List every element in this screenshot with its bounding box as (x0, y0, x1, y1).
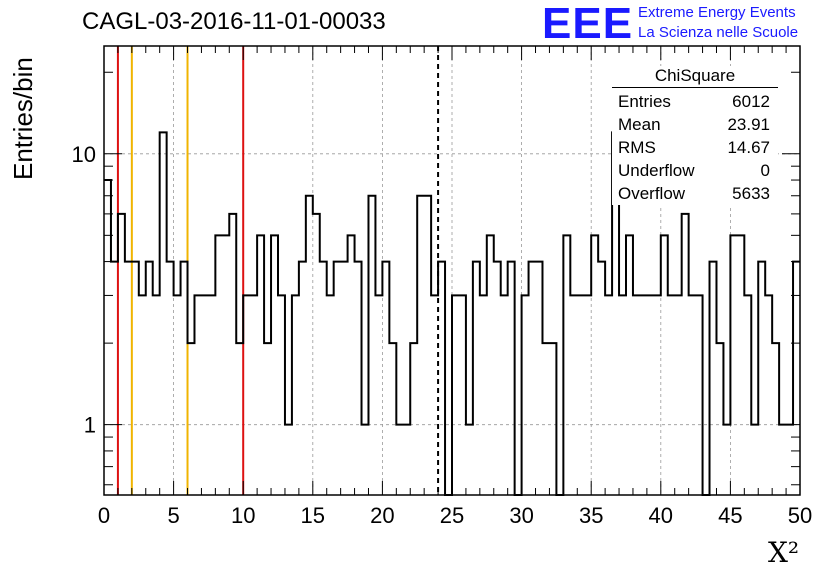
stats-row-rms: RMS 14.67 (612, 136, 778, 159)
stats-row-overflow: Overflow 5633 (612, 182, 778, 205)
histogram-outline (104, 131, 800, 496)
stats-label: RMS (618, 138, 656, 157)
x-tick-label: 0 (98, 503, 110, 528)
x-tick-label: 45 (718, 503, 742, 528)
stats-row-entries: Entries 6012 (612, 90, 778, 113)
stats-value: 0 (760, 161, 770, 180)
plot-frame (103, 45, 801, 496)
logo-text-line1: Extreme Energy Events (638, 4, 796, 21)
stats-label: Entries (618, 92, 671, 111)
eee-logo-mark: EEE (542, 0, 634, 48)
stats-value: 23.91 (727, 115, 770, 134)
tick-labels: 0 5 10 15 20 25 30 35 40 45 50 1 10 (72, 142, 813, 528)
x-tick-label: 10 (231, 503, 255, 528)
x-tick-label: 30 (509, 503, 533, 528)
x-tick-label: 35 (579, 503, 603, 528)
x-tick-label: 25 (440, 503, 464, 528)
x-tick-label: 15 (301, 503, 325, 528)
y-axis-label: Entries/bin (8, 57, 38, 180)
stats-value: 14.67 (727, 138, 770, 157)
stats-value: 6012 (732, 92, 770, 111)
logo-text-line2: La Scienza nelle Scuole (638, 24, 799, 41)
x-tick-label: 40 (649, 503, 673, 528)
stats-row-mean: Mean 23.91 (612, 113, 778, 136)
y-tick-label: 10 (72, 142, 96, 167)
stats-value: 5633 (732, 184, 770, 203)
stats-row-underflow: Underflow 0 (612, 159, 778, 182)
x-tick-label: 20 (370, 503, 394, 528)
stats-box-title: ChiSquare (612, 66, 778, 88)
axes (103, 46, 801, 495)
stats-label: Underflow (618, 161, 695, 180)
stats-box: ChiSquare Entries 6012 Mean 23.91 RMS 14… (612, 66, 778, 205)
x-axis-label: X² (768, 536, 800, 569)
x-tick-label: 50 (788, 503, 812, 528)
x-tick-label: 5 (167, 503, 179, 528)
stats-label: Overflow (618, 184, 686, 203)
chart-title: CAGL-03-2016-11-01-00033 (82, 8, 386, 35)
stats-label: Mean (618, 115, 661, 134)
y-tick-label: 1 (84, 413, 96, 438)
